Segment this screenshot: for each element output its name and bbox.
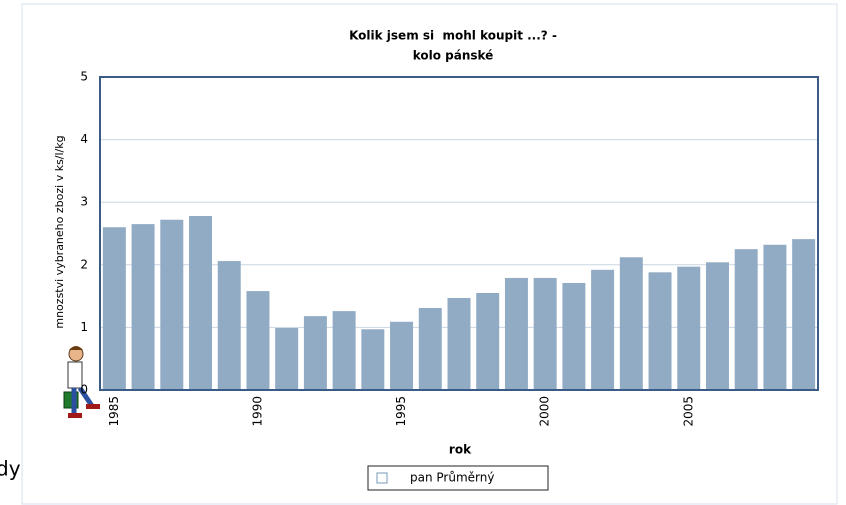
bar	[189, 215, 213, 390]
bar	[275, 328, 299, 390]
bar	[217, 261, 241, 390]
x-tick-label: 1995	[394, 396, 408, 427]
y-tick-label: 5	[80, 70, 88, 84]
person-icon	[63, 346, 100, 418]
chart-frame	[21, 3, 838, 505]
bar	[648, 272, 672, 390]
bar	[361, 329, 385, 390]
y-tick-label: 4	[80, 132, 88, 146]
bar	[390, 321, 414, 390]
x-tick-label: 2000	[538, 396, 552, 427]
y-tick-label: 1	[80, 320, 88, 334]
bar	[763, 244, 787, 390]
bar	[418, 307, 442, 390]
bar	[792, 239, 816, 390]
legend-label: pan Průměrný	[410, 471, 494, 485]
bar	[734, 249, 758, 390]
bar	[562, 282, 586, 390]
y-tick-label: 2	[80, 257, 88, 271]
bar	[619, 257, 643, 390]
bar	[533, 277, 557, 390]
bar	[160, 219, 184, 390]
chart-subtitle: kolo pánské	[413, 49, 494, 63]
y-axis-label: mnozstvi vybraneho zbozi v ks/l/kg	[53, 135, 66, 328]
bar	[131, 224, 155, 390]
chart-title: Kolik jsem si mohl koupit ...? -	[349, 29, 557, 43]
page-fragment: dy	[0, 457, 21, 481]
bar	[332, 311, 356, 390]
bar	[476, 292, 500, 390]
bar	[102, 227, 126, 390]
plot-border	[99, 76, 819, 391]
bar	[591, 269, 615, 390]
x-tick-label: 1990	[250, 396, 264, 427]
bar	[447, 297, 471, 390]
bar	[303, 316, 327, 390]
x-tick-label: 2005	[681, 396, 695, 427]
bar	[705, 262, 729, 390]
bar	[246, 291, 270, 390]
legend	[367, 465, 549, 491]
legend-swatch	[376, 472, 388, 484]
y-tick-label: 3	[80, 195, 88, 209]
bar	[677, 266, 701, 390]
bar	[504, 277, 528, 390]
x-axis-label: rok	[449, 443, 472, 457]
y-tick-label: 0	[80, 383, 88, 397]
x-tick-label: 1985	[107, 396, 121, 427]
